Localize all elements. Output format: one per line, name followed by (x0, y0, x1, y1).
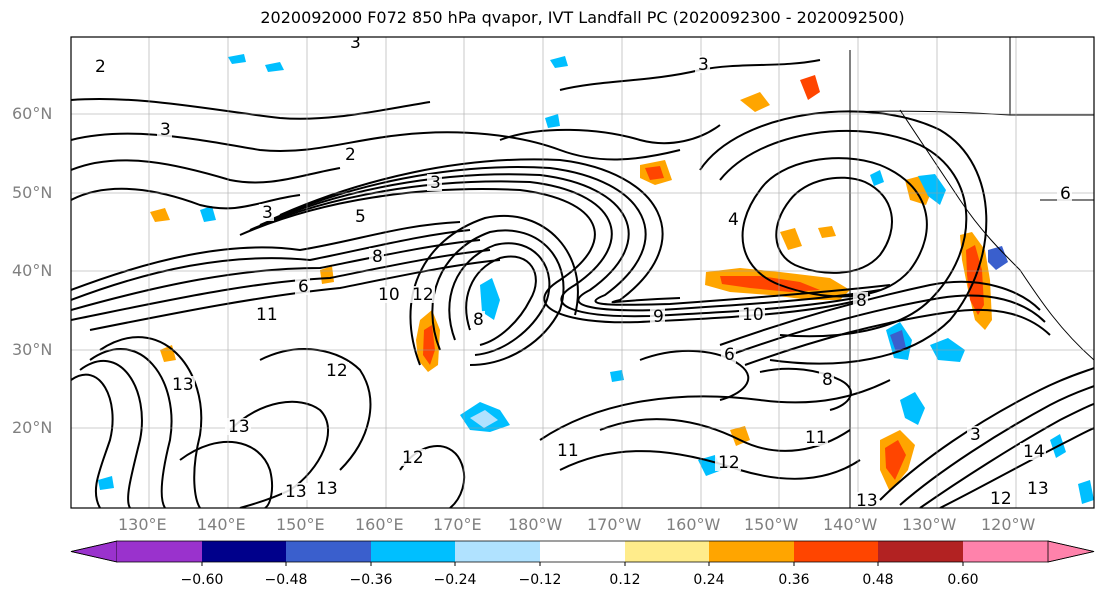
contour-label: 3 (262, 203, 273, 223)
contour-label: 11 (256, 305, 278, 325)
colorbar-tick-label: −0.36 (349, 572, 393, 588)
lon-label-160e: 160°E (355, 515, 404, 534)
contour-label: 6 (1060, 184, 1071, 204)
contour-label: 12 (326, 361, 348, 381)
contour-label: 6 (298, 277, 309, 297)
colorbar-swatch (371, 541, 455, 562)
lon-label-140w: 140°W (823, 515, 878, 534)
contour-label: 4 (728, 210, 739, 230)
map-background (71, 37, 1094, 508)
contour-label: 14 (1023, 442, 1045, 462)
contour-label: 8 (372, 247, 383, 267)
colorbar-outline (70, 540, 1095, 563)
contour-label: 13 (285, 482, 307, 502)
contour-label: 5 (355, 207, 366, 227)
lon-label-150e: 150°E (276, 515, 325, 534)
contour-label: 10 (742, 305, 764, 325)
colorbar-tick-label: −0.12 (518, 572, 562, 588)
contour-label: 3 (160, 120, 171, 140)
colorbar-swatch (202, 541, 286, 562)
contour-label: 3 (350, 33, 361, 53)
lat-label-60n: 60°N (12, 104, 53, 123)
contour-label: 6 (724, 345, 735, 365)
lon-label-120w: 120°W (981, 515, 1036, 534)
contour-label: 8 (822, 370, 833, 390)
contour-labels: 3 2 3 2 3 3 5 4 3 6 8 10 12 11 13 13 12 13 12 13 11 12 11 13 14 1… (92, 33, 1072, 511)
contour-label: 12 (402, 448, 424, 468)
contour-label: 3 (970, 425, 981, 445)
colorbar-swatch (286, 541, 371, 562)
contour-label: 9 (653, 307, 664, 327)
lon-label-130w: 130°W (902, 515, 957, 534)
contour-label: 11 (805, 428, 827, 448)
contour-label: 10 (378, 285, 400, 305)
colorbar-extend-high (1047, 540, 1095, 563)
contour-label: 12 (718, 453, 740, 473)
graticule (71, 37, 1094, 508)
colorbar-tick-label: 0.12 (609, 572, 641, 588)
colorbar-extend-low (70, 540, 118, 563)
contour-label: 13 (1027, 479, 1049, 499)
colorbar-tick-label: −0.48 (264, 572, 308, 588)
colorbar-swatch (878, 541, 963, 562)
colorbar-tick-label: 0.60 (947, 572, 979, 588)
colorbar-swatch (794, 541, 878, 562)
colorbar-tick-label: 0.24 (693, 572, 725, 588)
lat-label-40n: 40°N (12, 261, 53, 280)
contour-label: 3 (430, 173, 441, 193)
colorbar (70, 540, 1095, 566)
contour-label: 12 (412, 285, 434, 305)
contour-label: 13 (172, 375, 194, 395)
lon-label-170e: 170°E (433, 515, 482, 534)
lat-label-30n: 30°N (12, 340, 53, 359)
lon-label-150w: 150°W (744, 515, 799, 534)
colorbar-swatch (625, 541, 709, 562)
lon-label-160w: 160°W (666, 515, 721, 534)
lat-label-50n: 50°N (12, 183, 53, 202)
contour-label: 2 (95, 57, 106, 77)
lon-label-180w: 180°W (508, 515, 563, 534)
contour-label: 8 (473, 310, 484, 330)
contour-label: 2 (345, 145, 356, 165)
contour-label: 13 (228, 417, 250, 437)
colorbar-tick-label: 0.48 (862, 572, 894, 588)
colorbar-tick-label: −0.60 (180, 572, 224, 588)
colorbar-swatch (540, 541, 625, 562)
ivt-contours (71, 37, 1094, 508)
colorbar-swatch (117, 541, 202, 562)
map-frame (70, 36, 1095, 509)
contour-label: 3 (698, 55, 709, 75)
lon-label-170w: 170°W (587, 515, 642, 534)
colorbar-tick-label: −0.24 (433, 572, 477, 588)
contour-label: 13 (856, 491, 878, 511)
lon-label-130e: 130°E (118, 515, 167, 534)
contour-label: 8 (856, 291, 867, 311)
colorbar-swatch (963, 541, 1048, 562)
map-title: 2020092000 F072 850 hPa qvapor, IVT Land… (260, 8, 905, 27)
qvapor-shading (98, 54, 1094, 504)
lon-label-140e: 140°E (197, 515, 246, 534)
contour-label: 13 (316, 479, 338, 499)
contour-label: 12 (990, 489, 1012, 509)
contour-label: 11 (557, 441, 579, 461)
colorbar-tick-label: 0.36 (778, 572, 810, 588)
colorbar-swatch (455, 541, 540, 562)
lat-label-20n: 20°N (12, 418, 53, 437)
colorbar-swatch (709, 541, 794, 562)
